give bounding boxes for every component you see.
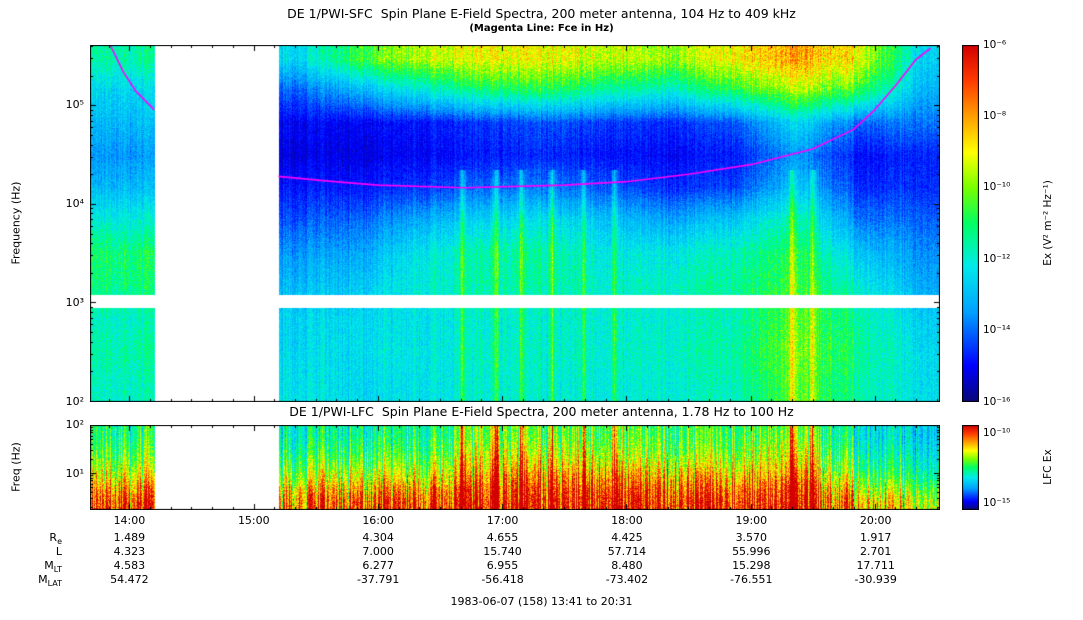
ephemeris-row-label: L xyxy=(55,545,62,558)
x-tick-label: 17:00 xyxy=(486,514,519,527)
ephemeris-value: 1.489 xyxy=(113,531,146,544)
sfc-colorbar-unit-label: Ex (V² m⁻² Hz⁻¹) xyxy=(1042,180,1054,266)
ephemeris-value: 6.277 xyxy=(362,559,394,572)
ephemeris-value: 4.304 xyxy=(362,531,394,544)
sfc-colorbar-tick-label: 10⁻⁸ xyxy=(983,109,1007,122)
sfc-colorbar-tick-label: 10⁻¹⁴ xyxy=(983,324,1011,337)
sfc-subtitle: (Magenta Line: Fce in Hz) xyxy=(469,23,614,34)
sfc-colorbar-tick-label: 10⁻⁶ xyxy=(983,38,1007,51)
lfc-y-axis-label: Freq (Hz) xyxy=(9,442,23,492)
ephemeris-value: 4.583 xyxy=(113,559,146,572)
sfc-ytick-label: 10⁴ xyxy=(65,197,84,211)
sfc-spectrogram-canvas xyxy=(90,45,940,402)
ephemeris-value: -76.551 xyxy=(730,573,773,586)
lfc-colorbar-tick-label: 10⁻¹⁰ xyxy=(983,427,1011,439)
lfc-colorbar-tick-label: 10⁻¹⁵ xyxy=(983,497,1011,509)
lfc-colorbar xyxy=(962,425,979,510)
ephemeris-value: 4.425 xyxy=(611,531,643,544)
sfc-colorbar xyxy=(962,45,979,402)
lfc-ytick-label: 10² xyxy=(65,418,84,431)
sfc-colorbar-tick-label: 10⁻¹² xyxy=(983,252,1011,265)
ephemeris-value: 8.480 xyxy=(611,559,643,572)
x-tick-label: 18:00 xyxy=(611,514,643,527)
time-range-footer: 1983-06-07 (158) 13:41 to 20:31 xyxy=(450,595,633,608)
x-tick-label: 20:00 xyxy=(859,514,892,527)
ephemeris-value: -30.939 xyxy=(854,573,897,586)
x-tick-label: 19:00 xyxy=(735,514,768,527)
sfc-ytick-label: 10² xyxy=(65,395,84,408)
x-tick-label: 14:00 xyxy=(113,514,146,527)
sfc-ytick-label: 10⁵ xyxy=(65,98,84,112)
ephemeris-value: 2.701 xyxy=(859,545,892,558)
ephemeris-value: 1.917 xyxy=(859,531,892,544)
ephemeris-value: 7.000 xyxy=(362,545,394,558)
ephemeris-row-label: Re xyxy=(49,531,62,547)
ephemeris-value: -37.791 xyxy=(356,573,400,586)
x-tick-label: 16:00 xyxy=(362,514,395,527)
ephemeris-value: 15.298 xyxy=(732,559,771,572)
ephemeris-value: 4.323 xyxy=(113,545,146,558)
sfc-colorbar-tick-label: 10⁻¹⁶ xyxy=(983,395,1011,408)
sfc-ytick-label: 10³ xyxy=(65,296,84,310)
ephemeris-value: 55.996 xyxy=(732,545,771,558)
ephemeris-row-label: MLT xyxy=(44,559,62,575)
ephemeris-value: 54.472 xyxy=(110,573,149,586)
lfc-ytick-label: 10¹ xyxy=(65,466,84,480)
ephemeris-row-label: MLAT xyxy=(38,573,62,589)
lfc-colorbar-unit-label: LFC Ex xyxy=(1042,449,1054,485)
lfc-title: DE 1/PWI-LFC Spin Plane E-Field Spectra,… xyxy=(289,404,794,419)
ephemeris-value: 17.711 xyxy=(856,559,895,572)
sfc-colorbar-tick-label: 10⁻¹⁰ xyxy=(983,181,1011,194)
lfc-spectrogram-canvas xyxy=(90,425,940,510)
sfc-title: DE 1/PWI-SFC Spin Plane E-Field Spectra,… xyxy=(287,6,796,21)
ephemeris-value: -56.418 xyxy=(481,573,524,586)
sfc-y-axis-label: Frequency (Hz) xyxy=(9,181,23,265)
ephemeris-value: 4.655 xyxy=(486,531,519,544)
ephemeris-value: 15.740 xyxy=(483,545,522,558)
ephemeris-value: 57.714 xyxy=(607,545,647,558)
ephemeris-value: 3.570 xyxy=(735,531,768,544)
ephemeris-value: -73.402 xyxy=(605,573,649,586)
x-tick-label: 15:00 xyxy=(237,514,270,527)
ephemeris-value: 6.955 xyxy=(486,559,519,572)
